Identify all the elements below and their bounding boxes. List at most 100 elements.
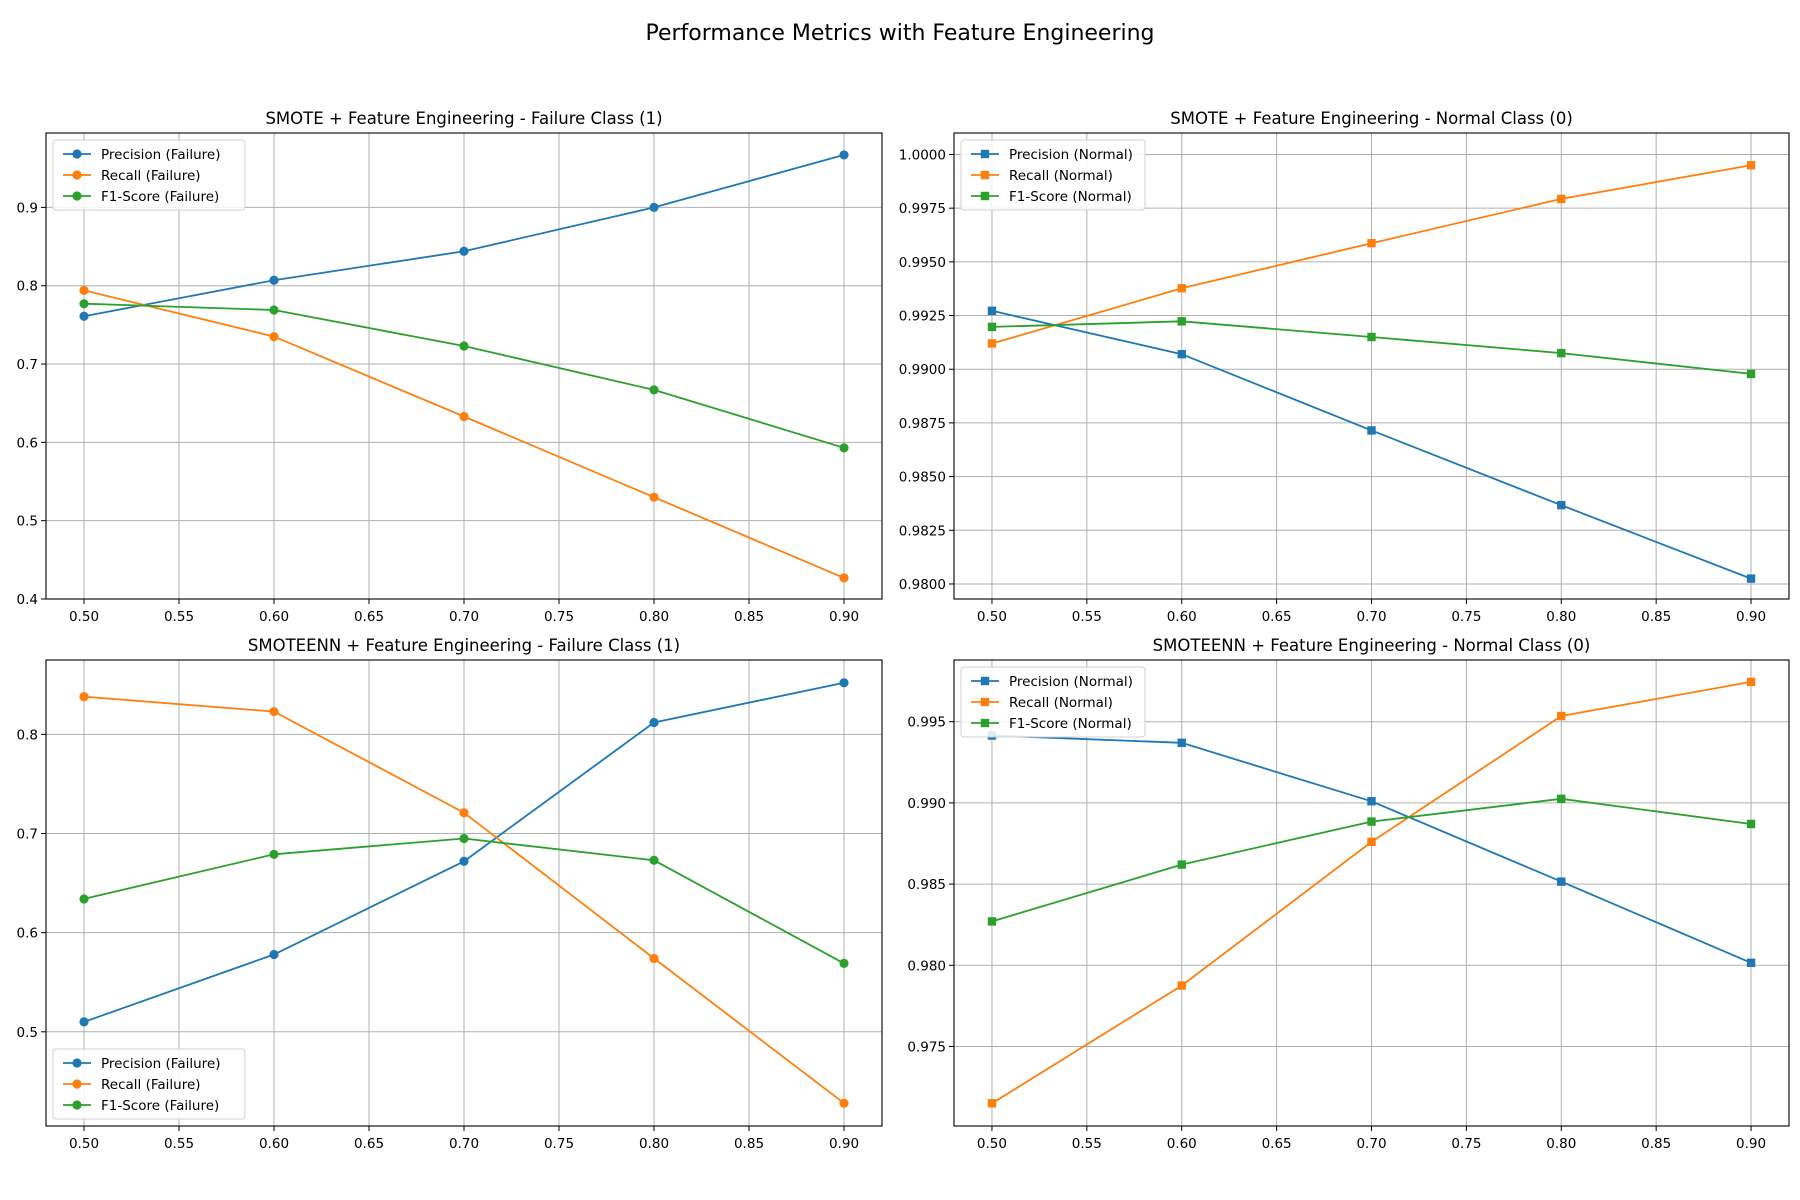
series-2 <box>987 161 1756 348</box>
y-tick-label: 0.995 <box>907 715 946 731</box>
legend-label: Recall (Normal) <box>1009 695 1113 711</box>
x-tick-label: 0.65 <box>354 609 384 625</box>
legend-entry: Recall (Failure) <box>63 1077 201 1093</box>
grid-lines <box>46 660 882 1126</box>
data-point <box>79 299 89 309</box>
x-tick-label: 0.50 <box>977 1136 1007 1152</box>
data-point <box>987 1099 997 1108</box>
chart-panels: SMOTE + Feature Engineering - Failure Cl… <box>17 109 1790 1152</box>
data-point <box>79 894 89 904</box>
data-point <box>1746 958 1756 968</box>
legend-label: Precision (Failure) <box>101 1056 220 1072</box>
legend-label: Recall (Failure) <box>101 168 201 184</box>
y-tick-label: 0.980 <box>907 958 946 974</box>
chart-panel-2: SMOTE + Feature Engineering - Normal Cla… <box>899 109 1790 625</box>
data-point <box>1367 238 1376 248</box>
data-point <box>459 411 469 422</box>
data-point <box>1367 797 1376 806</box>
legend-label: F1-Score (Normal) <box>1009 716 1132 732</box>
legend: Precision (Failure) Recall (Failure) F1-Sc… <box>52 139 246 211</box>
series-1 <box>79 150 849 321</box>
series-1 <box>987 306 1756 583</box>
axes-frame <box>953 659 1790 1127</box>
series-3 <box>987 794 1756 926</box>
data-point <box>987 339 997 348</box>
y-tick-label: 0.9850 <box>899 470 946 486</box>
y-tick-label: 0.4 <box>17 592 38 608</box>
x-tick-label: 0.85 <box>1641 609 1671 625</box>
data-point <box>79 311 89 321</box>
y-tick-label: 0.6 <box>17 926 38 942</box>
x-tick-label: 0.90 <box>1736 1136 1766 1152</box>
legend-entry: Precision (Failure) <box>63 147 220 163</box>
y-tick-label: 0.8 <box>17 727 38 743</box>
series-2 <box>987 677 1756 1108</box>
data-point <box>269 275 279 285</box>
data-point <box>1557 794 1566 804</box>
y-tick-label: 0.9975 <box>899 201 946 217</box>
series-3 <box>79 299 849 453</box>
legend-entry: F1-Score (Normal) <box>971 189 1132 205</box>
x-tick-label: 0.55 <box>164 1136 194 1152</box>
data-point <box>839 573 849 583</box>
ticks: 0.50 0.55 0.60 0.65 0.70 0.75 0.80 0.85 0.90 0.4 0… <box>17 200 860 625</box>
series-2 <box>79 692 849 1108</box>
grid-lines <box>954 133 1789 599</box>
x-tick-label: 0.60 <box>259 1136 289 1152</box>
ticks: 0.50 0.55 0.60 0.65 0.70 0.75 0.80 0.85 0.90 0.98… <box>899 147 1766 625</box>
legend-swatch-marker <box>72 1100 82 1110</box>
data-point <box>1557 194 1566 204</box>
x-tick-label: 0.60 <box>259 609 289 625</box>
legend-swatch-marker <box>72 149 82 159</box>
data-point <box>649 855 659 865</box>
x-tick-label: 0.75 <box>1451 1136 1481 1152</box>
y-tick-label: 0.9900 <box>899 362 946 378</box>
data-point <box>459 808 469 818</box>
data-point <box>839 443 849 453</box>
x-tick-label: 0.70 <box>1356 1136 1386 1152</box>
data-point <box>1557 500 1566 510</box>
x-tick-label: 0.90 <box>829 609 859 625</box>
legend-label: F1-Score (Normal) <box>1009 189 1132 205</box>
legend-label: Precision (Normal) <box>1009 674 1133 690</box>
panel-title: SMOTE + Feature Engineering - Normal Cla… <box>1170 109 1573 128</box>
panel-title: SMOTEENN + Feature Engineering - Normal … <box>1153 636 1591 655</box>
x-tick-label: 0.55 <box>1072 609 1102 625</box>
legend-swatch-marker <box>72 1079 82 1089</box>
chart-panel-4: SMOTEENN + Feature Engineering - Normal … <box>907 636 1790 1152</box>
data-point <box>269 949 279 960</box>
axes-frame <box>45 659 883 1127</box>
x-tick-label: 0.75 <box>544 1136 574 1152</box>
legend-entry: F1-Score (Failure) <box>63 189 219 205</box>
x-tick-label: 0.60 <box>1167 609 1197 625</box>
data-point <box>1177 738 1186 748</box>
legend-entry: F1-Score (Failure) <box>63 1098 219 1114</box>
data-point <box>1367 837 1376 847</box>
ticks: 0.50 0.55 0.60 0.65 0.70 0.75 0.80 0.85 0.90 0.97… <box>907 715 1766 1152</box>
legend-label: F1-Score (Failure) <box>101 189 219 205</box>
legend-swatch-marker <box>980 191 990 201</box>
data-point <box>1746 161 1756 170</box>
x-tick-label: 0.50 <box>69 1136 99 1152</box>
data-point <box>79 1017 89 1027</box>
x-tick-label: 0.85 <box>734 609 764 625</box>
series-3 <box>79 833 849 968</box>
y-tick-label: 0.985 <box>907 877 946 893</box>
x-tick-label: 0.90 <box>1736 609 1766 625</box>
data-point <box>1177 317 1186 326</box>
legend-box <box>52 139 246 211</box>
data-point <box>459 833 469 844</box>
y-tick-label: 0.9825 <box>899 523 946 539</box>
figure-title: Performance Metrics with Feature Enginee… <box>645 21 1154 46</box>
legend-swatch-marker <box>980 149 990 159</box>
series-3 <box>987 317 1756 379</box>
x-tick-label: 0.90 <box>829 1136 859 1152</box>
x-tick-label: 0.60 <box>1167 1136 1197 1152</box>
y-tick-label: 0.9925 <box>899 309 946 325</box>
legend-entry: Recall (Normal) <box>971 695 1113 711</box>
data-point <box>459 341 469 351</box>
x-tick-label: 0.80 <box>639 1136 669 1152</box>
data-point <box>1367 817 1376 826</box>
